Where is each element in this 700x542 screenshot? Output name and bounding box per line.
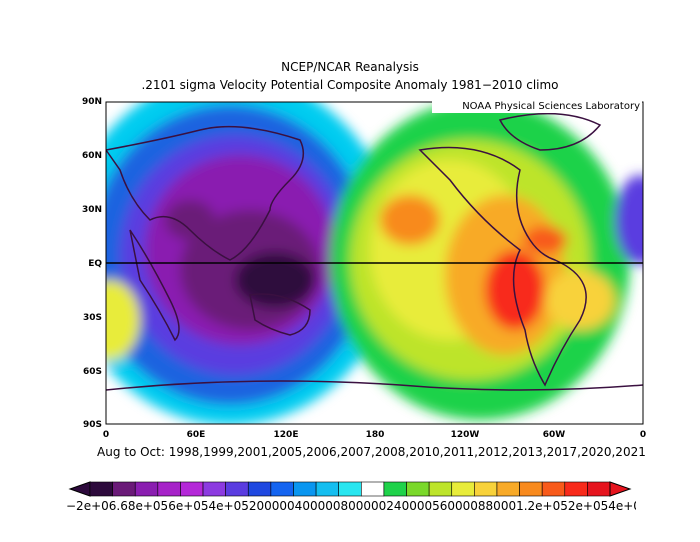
colorbar-swatch [315, 481, 339, 497]
lon-label-0-right: 0 [639, 430, 647, 440]
lon-label-180: 180 [365, 430, 385, 440]
colorbar-swatch [202, 481, 226, 497]
colorbar-swatch [225, 481, 249, 497]
colorbar-swatch [361, 481, 385, 497]
colorbar-swatch [406, 481, 430, 497]
colorbar-swatch [519, 481, 543, 497]
lat-label-30s: 30S [82, 313, 102, 323]
colorbar-swatch [89, 481, 113, 497]
lat-label-eq: EQ [88, 259, 102, 269]
colorbar-swatch [541, 481, 566, 497]
lon-label-60e: 60E [186, 430, 206, 440]
colorbar-swatch [474, 481, 498, 497]
colorbar-swatch [383, 481, 407, 497]
lat-label-60s: 60S [82, 367, 102, 377]
colorbar-swatch [293, 481, 317, 497]
lon-label-60w: 60W [542, 430, 566, 440]
lat-label-90n: 90N [81, 97, 102, 107]
lon-label-120w: 120W [450, 430, 480, 440]
chart-subtitle: .2101 sigma Velocity Potential Composite… [141, 78, 559, 92]
colorbar-swatch [180, 481, 204, 497]
colorbar-arrow-right [609, 481, 632, 497]
colorbar-swatch [564, 481, 588, 497]
lon-label-0: 0 [102, 430, 110, 440]
chart-title: NCEP/NCAR Reanalysis [281, 60, 419, 74]
lat-label-30n: 30N [81, 205, 102, 215]
colorbar-swatch [587, 481, 611, 497]
composite-years: Aug to Oct: 1998,1999,2001,2005,2006,200… [97, 445, 646, 459]
colorbar-swatch [247, 481, 272, 497]
colorbar-swatch [451, 481, 475, 497]
colorbar-swatch [428, 481, 453, 497]
colorbar-swatch [338, 481, 362, 497]
colorbar-swatch [134, 481, 159, 497]
lon-label-120e: 120E [273, 430, 299, 440]
colorbar-swatch [496, 481, 520, 497]
colorbar-labels: −2e+06.68e+056e+054e+0520000040000080000… [66, 499, 636, 513]
lat-label-90s: 90S [82, 420, 102, 430]
colorbar-arrow-left [68, 481, 91, 497]
colorbar-swatch [157, 481, 181, 497]
colorbar-swatch [112, 481, 136, 497]
colorbar-swatch [270, 481, 294, 497]
lat-label-60n: 60N [81, 151, 102, 161]
credit-label: NOAA Physical Sciences Laboratory [432, 101, 642, 113]
